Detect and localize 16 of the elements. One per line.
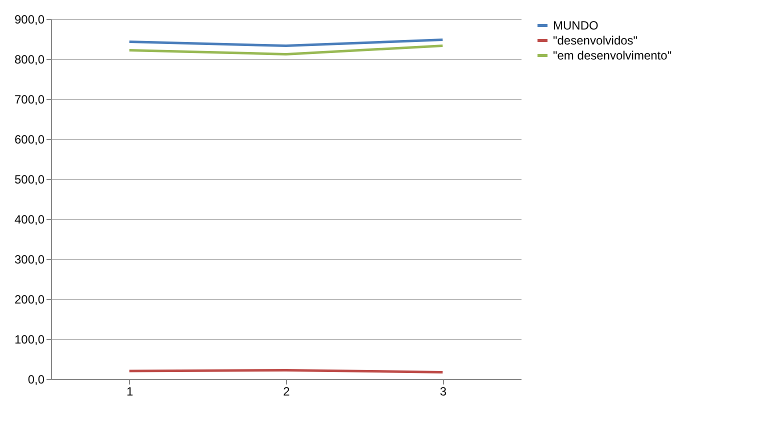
y-tick-label: 800,0 [14,52,45,66]
y-tick-label: 200,0 [14,292,45,306]
x-tick-label: 2 [283,384,290,398]
x-tick-label: 3 [440,384,447,398]
legend-label: MUNDO [553,18,598,32]
y-tick-label: 700,0 [14,92,45,106]
y-tick-label: 600,0 [14,132,45,146]
x-tick-label: 1 [126,384,134,398]
y-tick-label: 900,0 [14,12,45,26]
y-tick-label: 0,0 [28,372,45,386]
y-tick-label: 500,0 [14,172,45,186]
y-tick-label: 400,0 [14,212,45,226]
legend-label: "desenvolvidos" [553,34,638,48]
y-tick-label: 100,0 [14,332,45,346]
y-tick-label: 300,0 [14,252,45,266]
legend-label: "em desenvolvimento" [553,48,672,62]
